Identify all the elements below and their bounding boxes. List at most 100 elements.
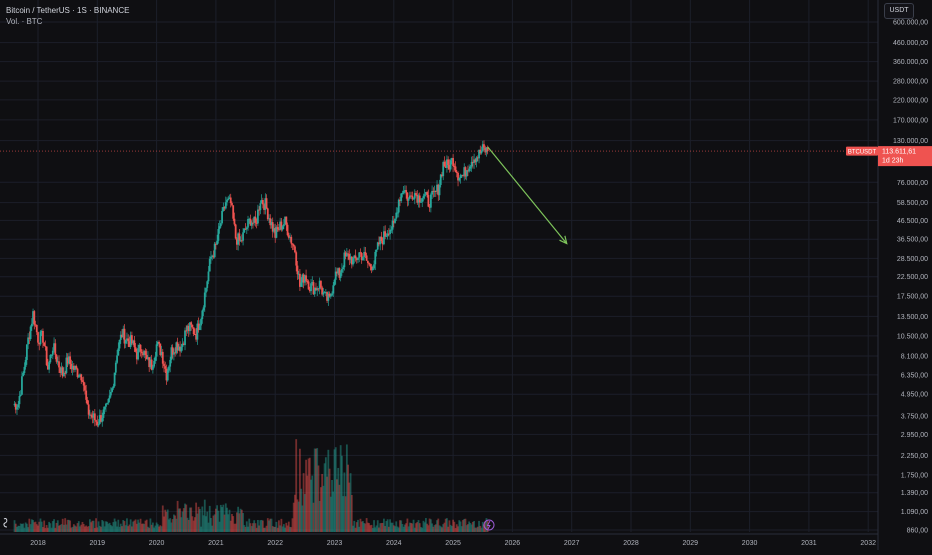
volume-bar [467, 524, 469, 532]
symbol-title[interactable]: Bitcoin / TetherUS · 1S · BINANCE [6, 6, 130, 15]
candle-body [296, 265, 299, 275]
candle-body [316, 288, 319, 291]
volume-bar [55, 522, 58, 532]
volume-bar [71, 526, 74, 532]
volume-bar [243, 525, 246, 532]
candle-body [337, 268, 340, 274]
volume-bar [64, 518, 67, 532]
candle-body [233, 218, 236, 225]
volume-bar [163, 516, 165, 532]
volume-bar [287, 521, 290, 532]
candle-body [190, 322, 193, 325]
candle-body [444, 166, 447, 168]
candle-body [212, 255, 215, 258]
candle-body [462, 175, 464, 177]
price-axis-tick: 58.500,00 [897, 200, 928, 207]
candle-body [479, 149, 482, 154]
volume-bar [344, 496, 347, 532]
drawings-overlay[interactable] [0, 146, 878, 531]
candle-body [317, 288, 320, 290]
candle-body [139, 344, 142, 352]
volume-bar [263, 527, 265, 532]
volume-bar [180, 517, 183, 532]
volume-bar [56, 520, 59, 532]
candle-body [206, 281, 209, 288]
volume-bar [394, 526, 396, 532]
candle-body [392, 220, 395, 223]
currency-unit-label[interactable]: USDT [884, 3, 914, 19]
volume-bar [105, 521, 107, 532]
candle-body [195, 334, 198, 340]
candle-body [30, 323, 33, 327]
candle-body [291, 243, 294, 245]
candle-body [75, 365, 78, 369]
volume-bar [446, 518, 448, 532]
volume-bar [279, 525, 282, 532]
price-axis[interactable]: 600.000,00 460.000,00 360.000,00 280.000,00… [877, 0, 932, 550]
volume-bar [76, 523, 79, 532]
candle-body [105, 403, 107, 407]
candle-body [238, 233, 241, 241]
volume-bar [39, 518, 42, 532]
volume-bar [232, 516, 235, 532]
candle-body [429, 194, 432, 208]
candle-body [22, 373, 25, 377]
candle-body [265, 198, 268, 209]
candle-body [97, 424, 100, 426]
time-axis[interactable]: 2018 2019 2020 2021 2022 2023 2024 2025 2026 2027… [0, 533, 878, 547]
volume-bar [307, 458, 310, 532]
candle-body [44, 345, 47, 347]
candle-body [306, 280, 309, 282]
lightning-bolt-icon [486, 520, 491, 530]
candle-body [460, 175, 463, 177]
volume-bar [218, 521, 221, 532]
candle-body [112, 386, 115, 389]
candle-body [441, 174, 443, 177]
volume-bar [124, 525, 127, 532]
volume-bar [234, 523, 237, 532]
volume-bar [315, 448, 317, 532]
candle-body [457, 172, 459, 181]
candle-body [378, 242, 380, 245]
candle-body [333, 279, 336, 286]
volume-indicator-title[interactable]: Vol. · BTC [6, 17, 43, 26]
candle-body [160, 351, 163, 356]
time-axis-tick: 2028 [623, 540, 639, 547]
candle-body [405, 190, 408, 193]
candle-body [63, 372, 65, 377]
volume-bar [252, 523, 254, 532]
candle-body [437, 184, 440, 196]
candle-body [442, 162, 445, 177]
candle-body [380, 236, 383, 241]
candle-body [353, 255, 356, 258]
volume-bar [312, 502, 315, 532]
price-axis-tick: 46.500,00 [897, 218, 928, 225]
candle-body [21, 376, 23, 395]
candle-body [318, 280, 321, 289]
candle-body [58, 361, 60, 368]
volume-bar [144, 520, 147, 532]
volume-bar [212, 515, 215, 532]
volume-bar [193, 517, 196, 532]
price-axis-tick: 130.000,00 [893, 138, 928, 145]
volume-bar [402, 526, 405, 532]
volume-bar [151, 522, 154, 532]
candle-body [449, 160, 452, 170]
candle-body [301, 274, 304, 283]
volume-bar [480, 527, 483, 532]
volume-bar [336, 479, 338, 532]
volume-bar [133, 520, 136, 532]
volume-bar [415, 523, 417, 532]
candle-body [39, 331, 42, 345]
candle-body [176, 342, 179, 351]
candle-body [35, 324, 38, 333]
projection-arrow-line [487, 146, 568, 244]
candle-body [250, 222, 253, 226]
candle-body [368, 263, 370, 265]
candle-body [98, 415, 101, 425]
time-axis-tick: 2027 [564, 540, 580, 547]
volume-bar [434, 524, 437, 532]
candle-body [448, 164, 451, 170]
